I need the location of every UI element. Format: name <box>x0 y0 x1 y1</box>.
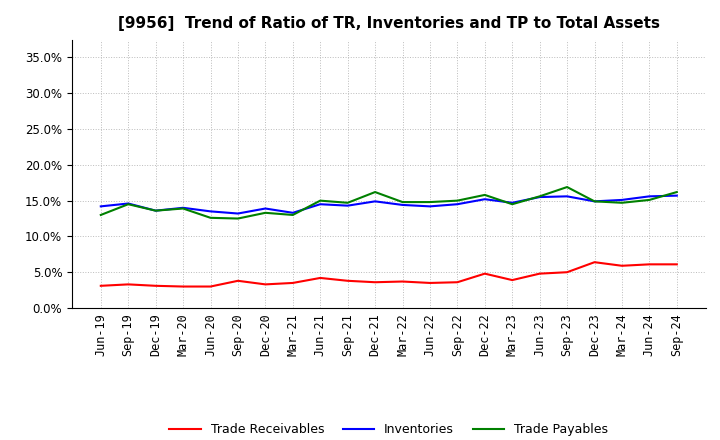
Trade Receivables <box>179 284 187 289</box>
Inventories <box>261 206 270 211</box>
Trade Payables <box>453 198 462 203</box>
Inventories <box>233 211 242 216</box>
Trade Payables <box>151 208 160 213</box>
Trade Payables <box>563 184 572 190</box>
Trade Receivables <box>398 279 407 284</box>
Inventories <box>179 205 187 210</box>
Line: Inventories: Inventories <box>101 196 677 213</box>
Line: Trade Receivables: Trade Receivables <box>101 262 677 286</box>
Trade Payables <box>233 216 242 221</box>
Inventories <box>536 194 544 200</box>
Trade Receivables <box>536 271 544 276</box>
Inventories <box>563 194 572 199</box>
Trade Payables <box>398 199 407 205</box>
Trade Receivables <box>371 279 379 285</box>
Trade Receivables <box>590 260 599 265</box>
Trade Receivables <box>508 278 516 283</box>
Inventories <box>343 203 352 208</box>
Inventories <box>289 210 297 216</box>
Inventories <box>151 208 160 213</box>
Trade Receivables <box>151 283 160 289</box>
Inventories <box>453 202 462 207</box>
Trade Receivables <box>261 282 270 287</box>
Line: Trade Payables: Trade Payables <box>101 187 677 219</box>
Trade Payables <box>316 198 325 203</box>
Trade Payables <box>179 206 187 211</box>
Trade Receivables <box>672 262 681 267</box>
Inventories <box>672 193 681 198</box>
Trade Receivables <box>289 280 297 286</box>
Inventories <box>645 194 654 199</box>
Trade Receivables <box>124 282 132 287</box>
Trade Payables <box>426 199 434 205</box>
Trade Receivables <box>480 271 489 276</box>
Inventories <box>316 202 325 207</box>
Trade Payables <box>261 210 270 216</box>
Trade Payables <box>206 215 215 220</box>
Trade Payables <box>618 200 626 205</box>
Inventories <box>96 204 105 209</box>
Inventories <box>124 201 132 206</box>
Trade Receivables <box>316 275 325 281</box>
Trade Payables <box>96 213 105 218</box>
Inventories <box>480 197 489 202</box>
Trade Payables <box>480 192 489 198</box>
Inventories <box>371 199 379 204</box>
Inventories <box>398 202 407 208</box>
Trade Receivables <box>618 263 626 268</box>
Inventories <box>206 209 215 214</box>
Inventories <box>618 197 626 202</box>
Title: [9956]  Trend of Ratio of TR, Inventories and TP to Total Assets: [9956] Trend of Ratio of TR, Inventories… <box>118 16 660 32</box>
Trade Receivables <box>233 278 242 283</box>
Trade Payables <box>672 189 681 194</box>
Legend: Trade Receivables, Inventories, Trade Payables: Trade Receivables, Inventories, Trade Pa… <box>164 418 613 440</box>
Trade Payables <box>645 197 654 202</box>
Trade Receivables <box>206 284 215 289</box>
Trade Payables <box>289 213 297 218</box>
Trade Payables <box>371 189 379 194</box>
Trade Receivables <box>96 283 105 289</box>
Trade Payables <box>536 194 544 199</box>
Inventories <box>426 204 434 209</box>
Trade Payables <box>590 199 599 204</box>
Trade Payables <box>508 202 516 207</box>
Trade Receivables <box>563 270 572 275</box>
Trade Payables <box>343 200 352 205</box>
Inventories <box>590 199 599 204</box>
Trade Receivables <box>453 279 462 285</box>
Trade Receivables <box>645 262 654 267</box>
Inventories <box>508 200 516 205</box>
Trade Payables <box>124 202 132 207</box>
Trade Receivables <box>343 278 352 283</box>
Trade Receivables <box>426 280 434 286</box>
